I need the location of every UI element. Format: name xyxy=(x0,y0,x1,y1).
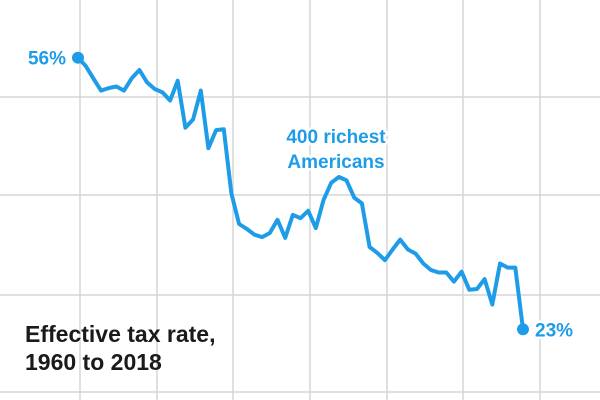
series-line-halo xyxy=(76,55,525,332)
labels: 56% 23% 400 richest Americans xyxy=(25,46,575,344)
series-line xyxy=(76,55,525,332)
series-layer xyxy=(72,51,529,336)
chart-title-line-1: Effective tax rate, xyxy=(25,321,215,347)
start-value-label: 56% xyxy=(28,49,66,70)
series-label-line-2: Americans xyxy=(287,152,384,173)
end-value-label: 23% xyxy=(535,320,573,341)
chart-title-line-2: 1960 to 2018 xyxy=(25,349,162,375)
series-label-line-1: 400 richest xyxy=(286,127,386,148)
end-point-marker xyxy=(517,323,529,336)
start-point-marker xyxy=(72,51,84,64)
